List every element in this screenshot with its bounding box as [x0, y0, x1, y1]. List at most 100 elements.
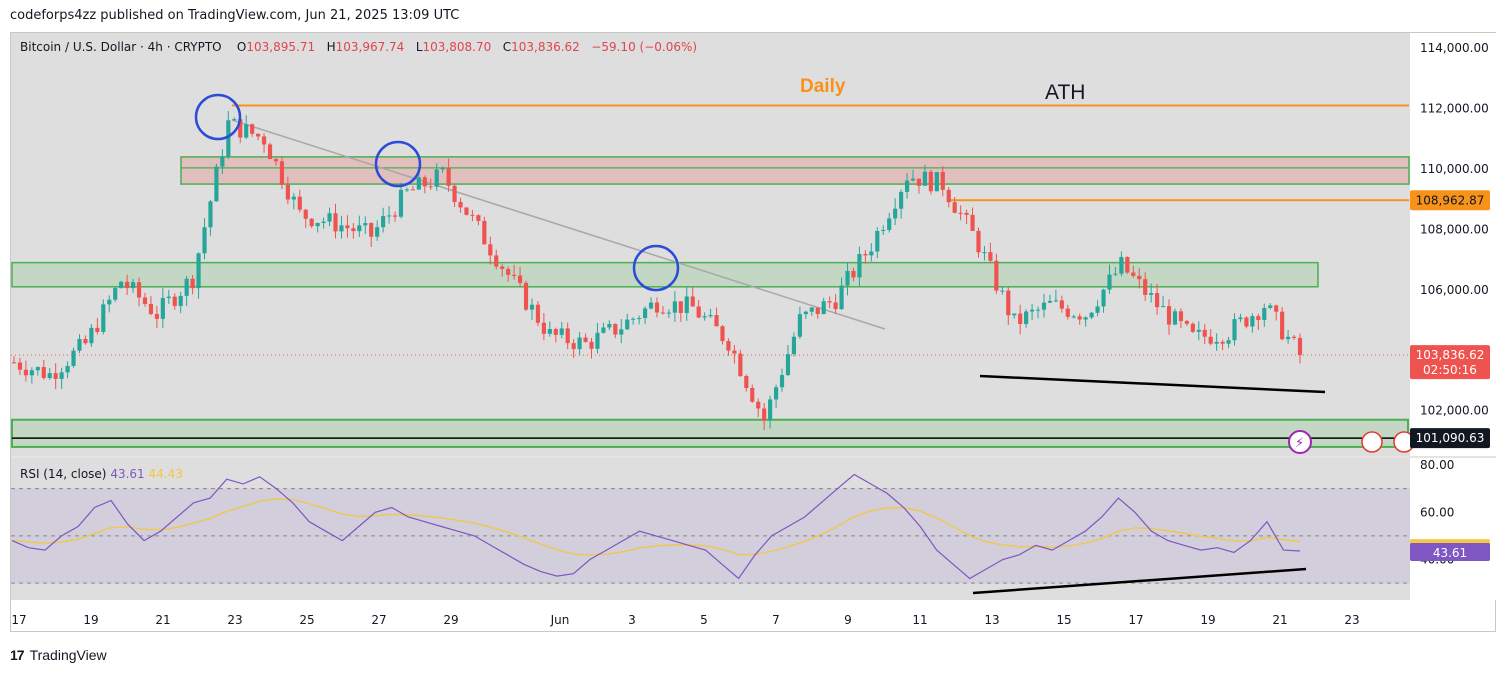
- time-tick-label: 15: [1056, 613, 1071, 627]
- candle-body: [1101, 289, 1106, 307]
- candle-body: [601, 327, 606, 333]
- candle-body: [970, 214, 975, 231]
- candle-body: [559, 328, 564, 335]
- candle-body: [750, 387, 755, 402]
- candle-body: [744, 376, 749, 388]
- candle-body: [196, 253, 201, 289]
- candle-body: [1119, 256, 1124, 274]
- candle-body: [1202, 329, 1207, 337]
- candle-body: [267, 144, 273, 160]
- candle-body: [392, 215, 398, 217]
- candle-body: [476, 215, 481, 221]
- candle-body: [130, 282, 136, 289]
- candle-body: [631, 318, 636, 320]
- price-tick-label: 108,000.00: [1420, 222, 1489, 236]
- time-tick-label: 7: [772, 613, 780, 627]
- candle-body: [773, 387, 779, 400]
- candle-body: [250, 124, 255, 134]
- candle-body: [238, 119, 243, 138]
- candle-body: [291, 196, 296, 200]
- candle-body: [1256, 316, 1261, 320]
- candle-body: [928, 171, 933, 192]
- candle-body: [1143, 279, 1148, 295]
- candle-body: [202, 227, 207, 254]
- brand-name: TradingView: [29, 647, 107, 663]
- candle-body: [333, 213, 338, 232]
- candle-body: [244, 124, 249, 138]
- candle-body: [375, 227, 380, 237]
- candle-body: [1160, 306, 1166, 308]
- candle-body: [988, 252, 993, 261]
- rsi-name: RSI (14, close): [20, 467, 107, 481]
- candle-body: [797, 314, 802, 337]
- candle-body: [887, 218, 892, 230]
- candles-layer: [11, 111, 1303, 431]
- candle-body: [1047, 300, 1053, 303]
- candle-body: [696, 306, 701, 318]
- candle-body: [363, 223, 368, 226]
- candle-body: [785, 354, 791, 376]
- candle-body: [666, 312, 671, 314]
- candle-body: [791, 336, 797, 355]
- candle-body: [339, 225, 344, 232]
- last-price-tag-bg: [1410, 345, 1490, 380]
- candle-body: [285, 184, 290, 200]
- candle-body: [708, 315, 713, 317]
- candle-body: [619, 329, 624, 335]
- candle-body: [482, 220, 487, 245]
- candle-body: [119, 281, 124, 289]
- candle-body: [1244, 317, 1249, 327]
- candle-body: [1274, 305, 1279, 312]
- candle-body: [916, 178, 922, 186]
- candle-body: [309, 218, 314, 227]
- candle-body: [1018, 313, 1023, 324]
- candle-body: [678, 301, 683, 313]
- candle-body: [1107, 274, 1112, 290]
- candle-body: [583, 337, 588, 342]
- candle-body: [154, 314, 159, 319]
- candle-body: [982, 252, 987, 254]
- candle-body: [440, 168, 445, 170]
- candle-body: [553, 329, 558, 335]
- candle-body: [607, 323, 612, 328]
- candle-body: [428, 186, 433, 188]
- rsi-value-tag-text: 43.61: [1433, 546, 1467, 560]
- time-tick-label: Jun: [550, 613, 570, 627]
- candle-body: [1071, 316, 1076, 318]
- candle-body: [273, 159, 279, 162]
- rsi-legend-value: 43.61: [110, 467, 145, 481]
- candle-body: [625, 319, 630, 330]
- candle-body: [660, 312, 666, 314]
- candle-body: [940, 172, 945, 190]
- candle-body: [1041, 302, 1047, 310]
- tradingview-logo[interactable]: 17 TradingView: [10, 647, 107, 663]
- candle-body: [136, 282, 142, 298]
- last-price-tag-text: 02:50:16: [1423, 363, 1477, 377]
- candle-body: [41, 367, 46, 379]
- candle-body: [720, 326, 725, 342]
- candle-body: [738, 353, 743, 377]
- change-value: −59.10 (−0.06%): [591, 40, 698, 54]
- candle-body: [1196, 329, 1201, 332]
- candle-body: [1250, 316, 1255, 327]
- candle-body: [1286, 336, 1291, 340]
- us-flag-event-icon: [1361, 431, 1383, 453]
- candle-body: [381, 216, 386, 228]
- candle-body: [1012, 313, 1017, 316]
- candle-body: [315, 222, 320, 227]
- candle-body: [256, 133, 261, 137]
- candle-body: [529, 304, 535, 310]
- candle-body: [613, 323, 618, 335]
- candle-body: [452, 185, 457, 202]
- time-tick-label: 23: [227, 613, 242, 627]
- candle-body: [869, 251, 874, 256]
- candle-body: [500, 266, 505, 269]
- candle-body: [410, 189, 415, 191]
- candle-body: [464, 207, 469, 215]
- candle-body: [958, 212, 963, 214]
- close-label: C: [502, 40, 512, 54]
- candle-body: [214, 166, 219, 202]
- candle-body: [1291, 336, 1297, 338]
- time-tick-label: 9: [844, 613, 852, 627]
